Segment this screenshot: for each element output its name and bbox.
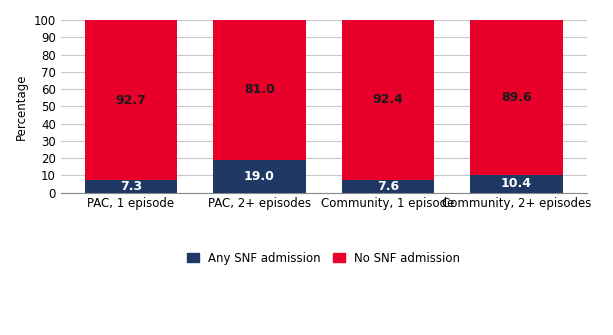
Text: 92.4: 92.4 xyxy=(373,93,403,106)
Text: 81.0: 81.0 xyxy=(244,83,275,96)
Text: 7.6: 7.6 xyxy=(377,180,399,193)
Bar xyxy=(85,20,177,180)
Bar xyxy=(213,160,306,193)
Bar xyxy=(213,20,306,160)
Bar xyxy=(341,20,434,180)
Text: 7.3: 7.3 xyxy=(120,180,142,193)
Bar xyxy=(341,180,434,193)
Bar xyxy=(85,180,177,193)
Text: 19.0: 19.0 xyxy=(244,170,275,183)
Text: 89.6: 89.6 xyxy=(501,91,532,104)
Legend: Any SNF admission, No SNF admission: Any SNF admission, No SNF admission xyxy=(183,247,465,269)
Bar xyxy=(470,20,563,175)
Y-axis label: Percentage: Percentage xyxy=(15,73,28,140)
Text: 10.4: 10.4 xyxy=(501,177,532,190)
Text: 92.7: 92.7 xyxy=(115,93,147,107)
Bar xyxy=(470,175,563,193)
